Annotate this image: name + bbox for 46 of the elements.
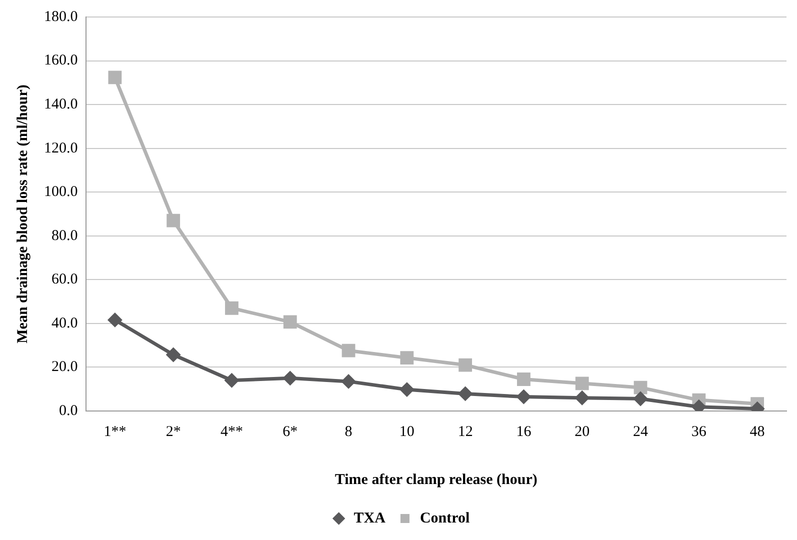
x-tick-label: 1** <box>104 424 126 440</box>
y-tick-label: 180.0 <box>44 8 78 25</box>
x-tick-label: 12 <box>458 424 473 440</box>
legend-label: Control <box>420 510 470 526</box>
point <box>516 390 530 404</box>
x-tick-label: 2* <box>166 424 181 440</box>
y-tick-label: 140.0 <box>44 96 78 112</box>
point <box>108 70 122 84</box>
point <box>166 214 180 228</box>
y-tick-label: 80.0 <box>52 228 78 244</box>
x-tick-label: 4** <box>220 424 243 440</box>
point <box>400 351 414 365</box>
point <box>517 372 530 386</box>
y-tick-label: 100.0 <box>44 184 78 200</box>
y-axis-title: Mean drainage blood loss rate (ml/hour) <box>14 84 31 344</box>
point <box>225 301 238 315</box>
x-tick-label: 6* <box>282 424 298 440</box>
point <box>458 358 472 372</box>
x-tick-label: 20 <box>574 424 590 440</box>
x-tick-label: 36 <box>691 424 707 440</box>
y-tick-label: 120.0 <box>44 140 78 156</box>
y-tick-label: 60.0 <box>52 272 78 288</box>
x-tick-label: 48 <box>750 424 765 440</box>
point <box>342 374 356 388</box>
point <box>634 380 648 394</box>
y-tick-label: 20.0 <box>52 359 78 376</box>
point <box>458 386 472 400</box>
x-axis-title: Time after clamp release (hour) <box>334 472 538 488</box>
point <box>283 371 297 385</box>
x-tick-label: 24 <box>633 424 649 440</box>
x-tick-label: 16 <box>516 424 532 440</box>
point <box>400 382 414 396</box>
x-tick-label: 10 <box>399 424 414 440</box>
point <box>575 391 589 405</box>
legend-label: TXA <box>354 510 386 526</box>
point <box>342 344 356 358</box>
point <box>108 313 122 327</box>
y-tick-label: 160.0 <box>44 52 78 69</box>
point <box>283 315 297 329</box>
point <box>224 374 238 388</box>
x-tick-label: 8 <box>344 424 352 440</box>
y-tick-label: 40.0 <box>52 315 78 332</box>
point <box>166 348 180 362</box>
point <box>634 392 648 406</box>
y-tick-label: 0.0 <box>59 402 78 419</box>
point <box>575 376 589 390</box>
